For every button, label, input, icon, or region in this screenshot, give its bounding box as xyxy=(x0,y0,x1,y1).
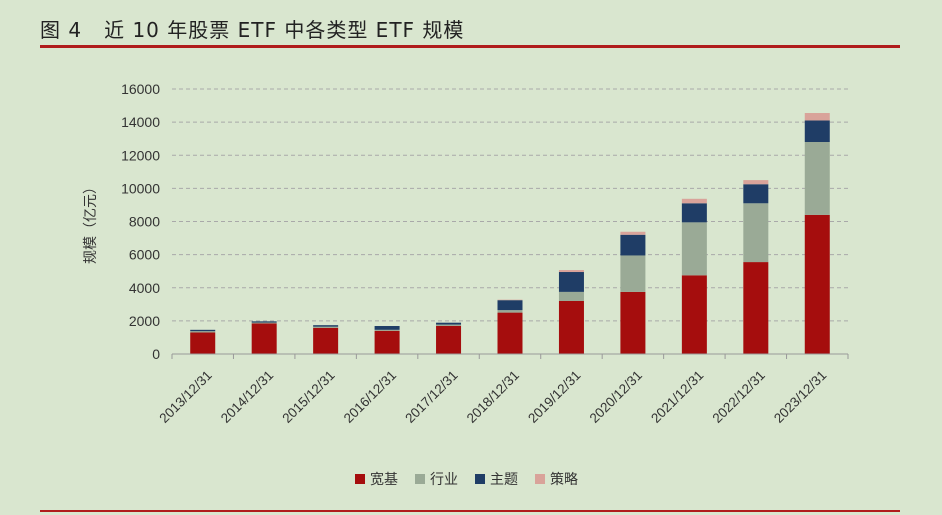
bar-segment-主题 xyxy=(804,120,830,142)
bar-segment-宽基 xyxy=(251,323,277,354)
x-tick-label: 2021/12/31 xyxy=(648,368,706,426)
x-tick-label: 2020/12/31 xyxy=(587,368,645,426)
y-tick-label: 12000 xyxy=(121,147,160,163)
x-tick-label: 2018/12/31 xyxy=(464,368,522,426)
figure-title-text: 近 10 年股票 ETF 中各类型 ETF 规模 xyxy=(104,18,465,42)
bar-segment-策略 xyxy=(804,113,830,121)
bar-segment-宽基 xyxy=(681,275,707,354)
bottom-rule xyxy=(40,510,900,512)
bar-segment-宽基 xyxy=(374,330,400,354)
bar-segment-主题 xyxy=(313,325,339,327)
bar-segment-宽基 xyxy=(558,301,584,354)
bar-segment-主题 xyxy=(251,321,277,323)
bar-segment-策略 xyxy=(558,270,584,273)
legend-swatch-策略 xyxy=(535,474,545,484)
x-tick-label: 2019/12/31 xyxy=(525,368,583,426)
legend-swatch-行业 xyxy=(415,474,425,484)
x-tick-label: 2014/12/31 xyxy=(218,368,276,426)
bar-segment-主题 xyxy=(620,234,646,256)
x-tick-label: 2015/12/31 xyxy=(279,368,337,426)
title-rule xyxy=(40,45,900,48)
bar-segment-主题 xyxy=(374,326,400,330)
legend-label-策略: 策略 xyxy=(550,471,578,488)
bar-segment-宽基 xyxy=(190,332,216,354)
legend-label-行业: 行业 xyxy=(430,472,458,488)
legend: 宽基 行业 主题 策略 xyxy=(355,471,578,488)
gridlines xyxy=(172,88,848,322)
bar-segment-行业 xyxy=(743,203,769,263)
y-tick-label: 8000 xyxy=(129,214,160,230)
y-tick-label: 16000 xyxy=(121,81,160,97)
bar-segment-宽基 xyxy=(436,325,462,354)
bar-segment-主题 xyxy=(558,272,584,292)
bar-segment-宽基 xyxy=(804,214,830,354)
x-axis-ticks: 2013/12/31 2014/12/31 2015/12/31 2016/12/31… xyxy=(156,368,829,426)
x-tick-label: 2016/12/31 xyxy=(341,368,399,426)
x-tick-label: 2017/12/31 xyxy=(402,368,460,426)
y-tick-label: 2000 xyxy=(129,313,160,329)
legend-swatch-主题 xyxy=(475,474,485,484)
bar-segment-主题 xyxy=(743,184,769,204)
bar-segment-行业 xyxy=(251,322,277,324)
bar-segment-策略 xyxy=(743,180,769,185)
legend-swatch-宽基 xyxy=(355,474,365,484)
bar-segment-宽基 xyxy=(497,312,523,354)
bar-segment-主题 xyxy=(497,300,523,311)
bar-segment-主题 xyxy=(436,322,462,325)
y-axis-ticks: 0 2000 4000 6000 8000 10000 12000 14000 16000 xyxy=(121,81,160,362)
bar-segment-宽基 xyxy=(743,262,769,354)
bar-segment-策略 xyxy=(681,198,707,204)
bar-segment-行业 xyxy=(804,142,830,215)
bar-segment-行业 xyxy=(558,291,584,301)
y-tick-label: 6000 xyxy=(129,247,160,263)
bar-segment-行业 xyxy=(620,255,646,292)
bar-segment-行业 xyxy=(190,331,216,333)
y-tick-label: 14000 xyxy=(121,114,160,130)
bar-segment-行业 xyxy=(497,310,523,313)
figure-number: 图 4 xyxy=(40,18,83,42)
bar-segment-宽基 xyxy=(313,327,339,354)
bar-segment-主题 xyxy=(681,203,707,223)
figure-title: 图 4 近 10 年股票 ETF 中各类型 ETF 规模 xyxy=(40,14,464,43)
bars xyxy=(190,113,830,354)
legend-label-主题: 主题 xyxy=(490,472,518,488)
x-tick-label: 2023/12/31 xyxy=(771,368,829,426)
bar-segment-策略 xyxy=(620,231,646,235)
bar-segment-行业 xyxy=(436,324,462,326)
x-tick-label: 2022/12/31 xyxy=(710,368,768,426)
bar-segment-宽基 xyxy=(620,291,646,354)
x-tick-label: 2013/12/31 xyxy=(156,368,214,426)
bar-segment-行业 xyxy=(681,222,707,276)
bar-segment-行业 xyxy=(313,326,339,328)
bar-segment-行业 xyxy=(374,329,400,331)
y-axis-label: 规模（亿元） xyxy=(83,180,99,264)
y-tick-label: 0 xyxy=(152,346,160,362)
y-tick-label: 10000 xyxy=(121,180,160,196)
y-tick-label: 4000 xyxy=(129,280,160,296)
x-axis xyxy=(171,353,849,359)
legend-label-宽基: 宽基 xyxy=(370,471,398,488)
bar-segment-主题 xyxy=(190,329,216,332)
